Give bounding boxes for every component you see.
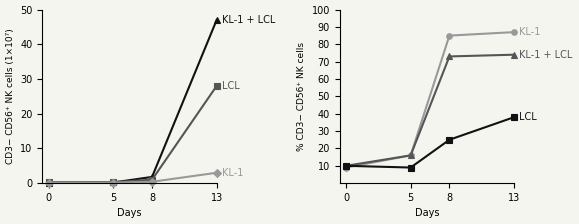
Text: LCL: LCL [519,112,537,122]
Y-axis label: % CD3− CD56⁺ NK cells: % CD3− CD56⁺ NK cells [297,42,306,151]
X-axis label: Days: Days [117,209,142,218]
Text: KL-1 + LCL: KL-1 + LCL [222,15,275,25]
Y-axis label: CD3− CD56⁺ NK cells (1×10⁷): CD3− CD56⁺ NK cells (1×10⁷) [6,28,14,164]
Text: LCL: LCL [222,81,240,91]
Text: KL-1: KL-1 [519,27,541,37]
Text: KL-1: KL-1 [222,168,243,178]
Text: KL-1 + LCL: KL-1 + LCL [519,50,573,60]
X-axis label: Days: Days [415,209,439,218]
